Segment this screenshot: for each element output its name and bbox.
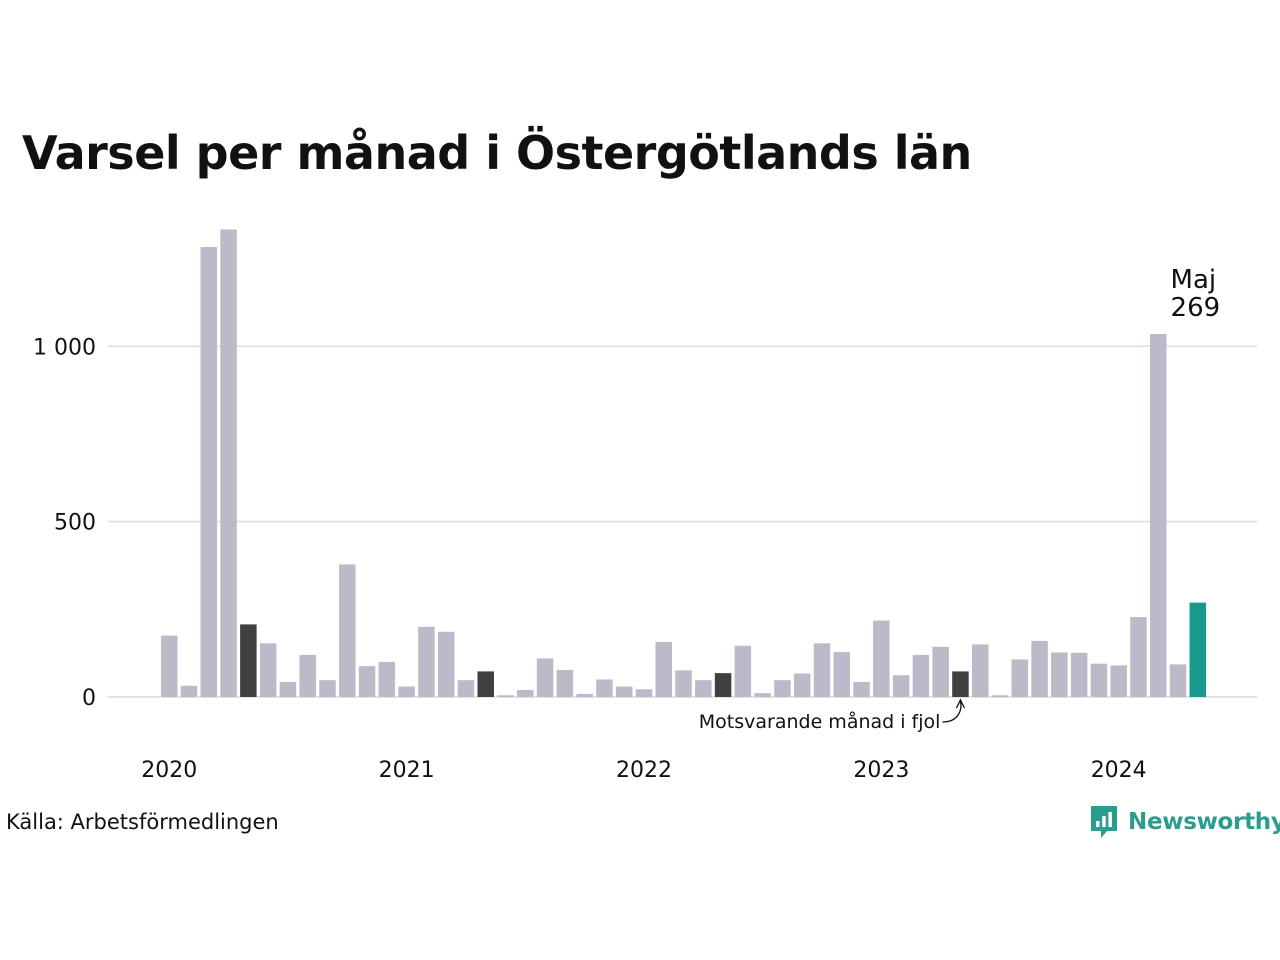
bar	[418, 626, 435, 697]
brand-logo[interactable]: Newsworthy	[1088, 802, 1280, 842]
bar	[932, 646, 949, 697]
bar	[339, 564, 356, 697]
y-tick-label: 1 000	[33, 335, 96, 360]
bar	[1090, 663, 1108, 697]
bar	[299, 654, 316, 697]
bar	[695, 680, 712, 697]
bar	[596, 679, 613, 697]
bar	[1110, 665, 1127, 697]
bar	[457, 680, 475, 697]
current-value-label: 269	[1171, 293, 1221, 323]
annotation-arrowhead	[955, 698, 966, 709]
bar	[774, 680, 791, 697]
bar	[517, 689, 534, 697]
y-tick-label: 0	[82, 686, 96, 711]
current-month-label: Maj	[1171, 265, 1217, 295]
bar	[1150, 333, 1167, 697]
bar	[576, 693, 593, 697]
bar	[853, 681, 870, 697]
bar	[635, 689, 653, 697]
x-tick-label: 2022	[616, 758, 672, 783]
bar	[734, 645, 752, 697]
y-tick-label: 500	[54, 511, 96, 536]
bar	[1031, 640, 1048, 697]
bar	[1051, 652, 1068, 697]
bar	[437, 631, 455, 697]
bar	[1070, 652, 1088, 697]
bar	[259, 643, 277, 697]
x-axis-ticks: 2020 2021 2022 2023 2024	[141, 758, 1146, 783]
bar	[655, 641, 672, 697]
bar	[754, 693, 771, 697]
bar	[873, 620, 890, 697]
bar	[971, 644, 989, 697]
bar	[675, 670, 692, 697]
annotation-text: Motsvarande månad i fjol	[699, 710, 941, 733]
bar	[279, 681, 297, 697]
bar	[220, 229, 237, 697]
chart-title: Varsel per månad i Östergötlands län	[22, 126, 972, 180]
source-note: Källa: Arbetsförmedlingen	[6, 810, 279, 834]
brand-name: Newsworthy	[1128, 809, 1280, 835]
bar	[615, 686, 633, 697]
x-tick-label: 2020	[141, 758, 197, 783]
bar	[378, 661, 396, 697]
bar	[1130, 617, 1147, 697]
bar	[793, 673, 811, 697]
bar	[200, 246, 218, 697]
bar	[912, 654, 930, 697]
bar	[892, 675, 910, 697]
bar	[556, 669, 574, 697]
bar	[952, 671, 969, 697]
y-axis-ticks: 0 500 1 000	[33, 335, 96, 711]
bar	[536, 658, 554, 697]
x-tick-label: 2021	[379, 758, 435, 783]
bars	[161, 229, 1207, 697]
bar	[1011, 659, 1029, 697]
bar	[497, 695, 514, 697]
bar	[714, 673, 732, 697]
bar	[1169, 664, 1187, 697]
annotation-arrow	[942, 700, 962, 723]
x-tick-label: 2023	[853, 758, 909, 783]
bar	[358, 666, 376, 697]
bar	[161, 635, 178, 697]
bar	[833, 652, 851, 697]
bar	[477, 671, 494, 697]
bar	[813, 643, 831, 697]
bar	[991, 695, 1009, 697]
newsworthy-logo-icon	[1091, 806, 1117, 838]
bar	[240, 624, 257, 697]
bar	[319, 680, 336, 697]
bar	[180, 685, 198, 697]
bar	[398, 686, 415, 697]
gridlines	[108, 345, 1257, 698]
bar	[1189, 602, 1207, 697]
x-tick-label: 2024	[1091, 758, 1147, 783]
